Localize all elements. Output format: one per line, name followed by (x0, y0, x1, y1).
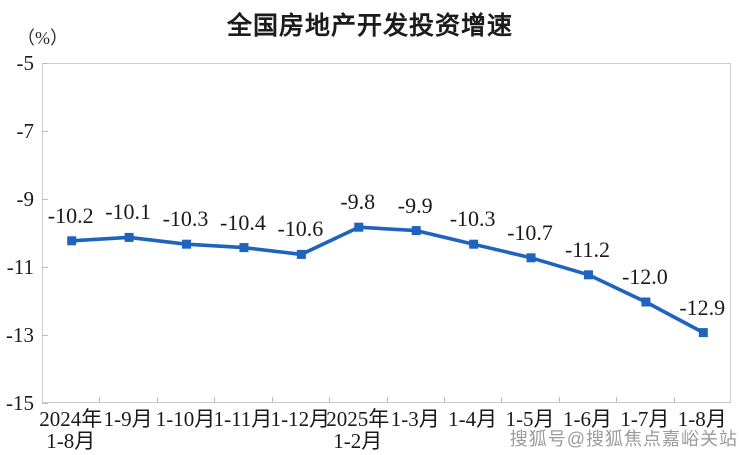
data-label: -10.6 (277, 216, 324, 242)
x-tick-mark (99, 397, 101, 403)
line-series-svg (67, 222, 708, 338)
x-category-label: 1-4月 (433, 408, 513, 430)
x-category-label-line: 2025年 (326, 407, 390, 431)
x-tick-mark (558, 397, 560, 403)
y-axis-unit-label: （%） (17, 28, 68, 48)
data-label: -12.9 (679, 294, 726, 320)
x-category-label: 1-11月 (203, 408, 283, 430)
data-label: -10.3 (162, 206, 209, 232)
series-marker (411, 226, 421, 236)
x-category-label: 1-8月 (662, 408, 740, 430)
x-category-label: 2024年 1-8月 (31, 408, 111, 452)
x-category-label-line: 1-8月 (677, 407, 727, 431)
series-marker (296, 249, 306, 259)
x-category-label-line: 1-7月 (620, 407, 670, 431)
x-category-label: 1-3月 (375, 408, 455, 430)
y-tick-label: -11 (6, 255, 34, 279)
x-tick-mark (156, 397, 158, 403)
series-marker (698, 328, 708, 338)
x-category-label: 1-9月 (88, 408, 168, 430)
plot-area (42, 63, 731, 403)
y-tick-mark (42, 199, 48, 200)
data-label: -10.7 (507, 219, 553, 245)
series-marker (182, 239, 192, 249)
x-category-label-line: 2024年 (39, 407, 103, 431)
data-label: -10.4 (220, 209, 266, 235)
x-category-label-line: 1-8月 (46, 429, 96, 453)
x-category-label-line: 1-9月 (103, 407, 153, 431)
chart-title: 全国房地产开发投资增速 (226, 12, 513, 40)
x-category-label-line: 1-11月 (213, 407, 273, 431)
x-tick-mark (271, 397, 273, 403)
x-category-label-line: 1-10月 (155, 407, 216, 431)
series-marker (67, 236, 77, 246)
x-category-label-line: 1-12月 (270, 407, 331, 431)
x-category-label-line: 1-6月 (562, 407, 612, 431)
x-tick-mark (616, 397, 618, 403)
x-category-label-line: 1-4月 (448, 407, 498, 431)
x-tick-mark (329, 397, 331, 403)
data-label: -10.3 (449, 206, 496, 232)
y-tick-mark (42, 403, 48, 404)
series-marker (526, 253, 536, 263)
y-tick-mark (42, 63, 48, 64)
series-marker (124, 232, 134, 242)
x-category-label-line: 1-3月 (390, 407, 440, 431)
series-marker (354, 222, 364, 232)
y-tick-label: -13 (6, 323, 34, 347)
data-label: -9.8 (340, 189, 376, 215)
x-tick-mark (673, 397, 675, 403)
x-tick-mark (386, 397, 388, 403)
x-category-label-line: 1-2月 (333, 429, 383, 453)
y-tick-label: -7 (16, 119, 35, 143)
data-label: -11.2 (564, 236, 610, 262)
data-label: -12.0 (621, 264, 668, 289)
data-label: -10.2 (47, 202, 94, 228)
series-marker (469, 239, 479, 249)
data-label: -10.1 (105, 199, 152, 225)
data-label: -9.9 (397, 192, 433, 218)
watermark-text: 搜狐号@搜狐焦点嘉峪关站 (509, 429, 738, 449)
x-category-label: 1-6月 (547, 408, 627, 430)
series-marker (641, 297, 651, 307)
y-tick-label: -5 (16, 51, 35, 75)
y-tick-mark (42, 267, 48, 268)
series-line (71, 225, 705, 335)
x-tick-mark (214, 397, 216, 403)
series-marker (583, 270, 593, 280)
series-marker (239, 243, 249, 253)
x-category-label: 2025年 1-2月 (318, 408, 398, 452)
x-category-label: 1-7月 (605, 408, 685, 430)
y-tick-label: -9 (16, 187, 35, 211)
y-tick-label: -15 (6, 391, 34, 415)
x-category-label: 1-10月 (146, 408, 226, 430)
x-tick-mark (501, 397, 503, 403)
x-category-label: 1-5月 (490, 408, 570, 430)
x-tick-mark (443, 397, 445, 403)
y-tick-mark (42, 131, 48, 132)
y-tick-mark (42, 335, 48, 336)
x-category-label-line: 1-5月 (505, 407, 555, 431)
x-category-label: 1-12月 (260, 408, 340, 430)
